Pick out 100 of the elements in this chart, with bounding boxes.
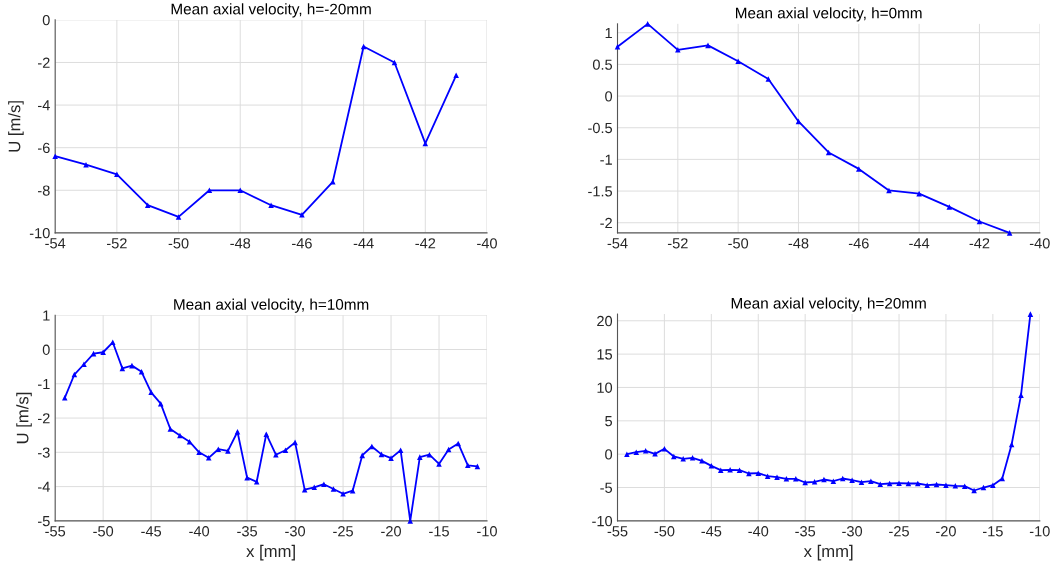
x-tick-label: -20 [381, 526, 402, 537]
point [877, 481, 884, 487]
point [417, 454, 423, 460]
point [455, 440, 461, 447]
x-tick-label: -50 [168, 238, 189, 249]
point [825, 149, 832, 156]
y-tick-label: -0.5 [588, 122, 613, 134]
y-axis-title: U [m/s] [8, 101, 24, 152]
point [330, 178, 336, 185]
x-tick-label: -25 [889, 526, 909, 537]
x-tick-label: -50 [93, 526, 114, 537]
x-tick-label: -46 [848, 238, 869, 249]
point [407, 518, 414, 524]
x-tick-label: -55 [45, 526, 66, 537]
point [746, 470, 752, 477]
y-tick-label: 0 [42, 14, 50, 26]
point [225, 448, 231, 454]
point [915, 480, 921, 487]
point [727, 467, 733, 473]
point [311, 484, 318, 491]
point [282, 447, 289, 454]
point [71, 371, 78, 378]
point [268, 202, 274, 208]
y-tick-label: -2 [37, 413, 50, 424]
x-tick-label: -42 [415, 238, 436, 249]
point [675, 47, 681, 53]
point [856, 166, 862, 172]
x-tick-label: -15 [429, 526, 449, 537]
x-tick-label: -45 [141, 526, 162, 537]
x-tick-label: -20 [936, 526, 956, 537]
x-tick-label: -54 [45, 238, 66, 249]
point [453, 72, 459, 79]
point [999, 475, 1006, 482]
point [119, 365, 126, 372]
point [292, 439, 298, 446]
point [299, 212, 305, 218]
point [61, 395, 68, 401]
y-tick-label: -5 [600, 482, 613, 493]
x-tick-label: -30 [842, 526, 863, 537]
point [100, 349, 106, 356]
point [369, 443, 375, 450]
point [839, 475, 846, 482]
y-tick-label: 0.5 [592, 59, 613, 70]
point [114, 171, 120, 178]
x-tick-label: -44 [909, 238, 930, 249]
point [990, 482, 996, 488]
point [830, 478, 837, 484]
y-tick-label: -10 [29, 227, 50, 239]
y-tick-label: 0 [605, 91, 613, 102]
point [755, 470, 762, 476]
x-tick-label: -10 [1029, 526, 1050, 537]
point [849, 477, 855, 483]
x-tick-label: -50 [728, 238, 749, 249]
x-tick-label: -10 [477, 526, 497, 537]
point [465, 462, 471, 469]
point [109, 339, 116, 346]
point [811, 479, 818, 485]
point [961, 483, 968, 489]
y-tick-label: -1 [37, 379, 50, 390]
x-tick-label: -35 [237, 526, 258, 537]
x-tick-label: -40 [189, 526, 210, 537]
point [642, 448, 649, 454]
point [215, 446, 222, 453]
point [924, 482, 930, 488]
y-tick-label: 1 [43, 310, 50, 321]
x-tick-label: -42 [969, 238, 990, 249]
point [388, 455, 394, 461]
point [886, 480, 893, 487]
chart-title: Mean axial velocity, h=20mm [731, 297, 926, 312]
point [1018, 392, 1024, 398]
y-tick-label: 10 [597, 382, 613, 393]
point [764, 473, 771, 479]
point [858, 479, 865, 485]
point [253, 479, 260, 485]
point [793, 476, 799, 482]
point [206, 187, 213, 194]
point [237, 187, 244, 194]
point [717, 467, 724, 473]
point [783, 476, 790, 482]
point [644, 21, 651, 27]
x-axis-title: x [mm] [246, 544, 295, 561]
x-tick-label: -35 [795, 526, 816, 537]
point [802, 479, 808, 486]
point [205, 455, 212, 461]
chart-title: Mean axial velocity, h=10mm [174, 298, 369, 313]
point [474, 463, 481, 470]
point [896, 480, 902, 486]
point [175, 214, 182, 220]
y-tick-label: -1.5 [588, 186, 613, 197]
point [735, 58, 741, 64]
point [765, 76, 772, 82]
point [671, 453, 677, 460]
chart-title: Mean axial velocity, h=0mm [736, 7, 922, 22]
chart-title: Mean axial velocity, h=-20mm [171, 3, 371, 18]
point [436, 461, 442, 467]
y-tick-label: -3 [37, 447, 50, 458]
x-tick-label: -50 [654, 526, 675, 537]
x-tick-label: -30 [285, 526, 306, 537]
x-tick-label: -40 [477, 238, 497, 249]
point [52, 153, 58, 159]
